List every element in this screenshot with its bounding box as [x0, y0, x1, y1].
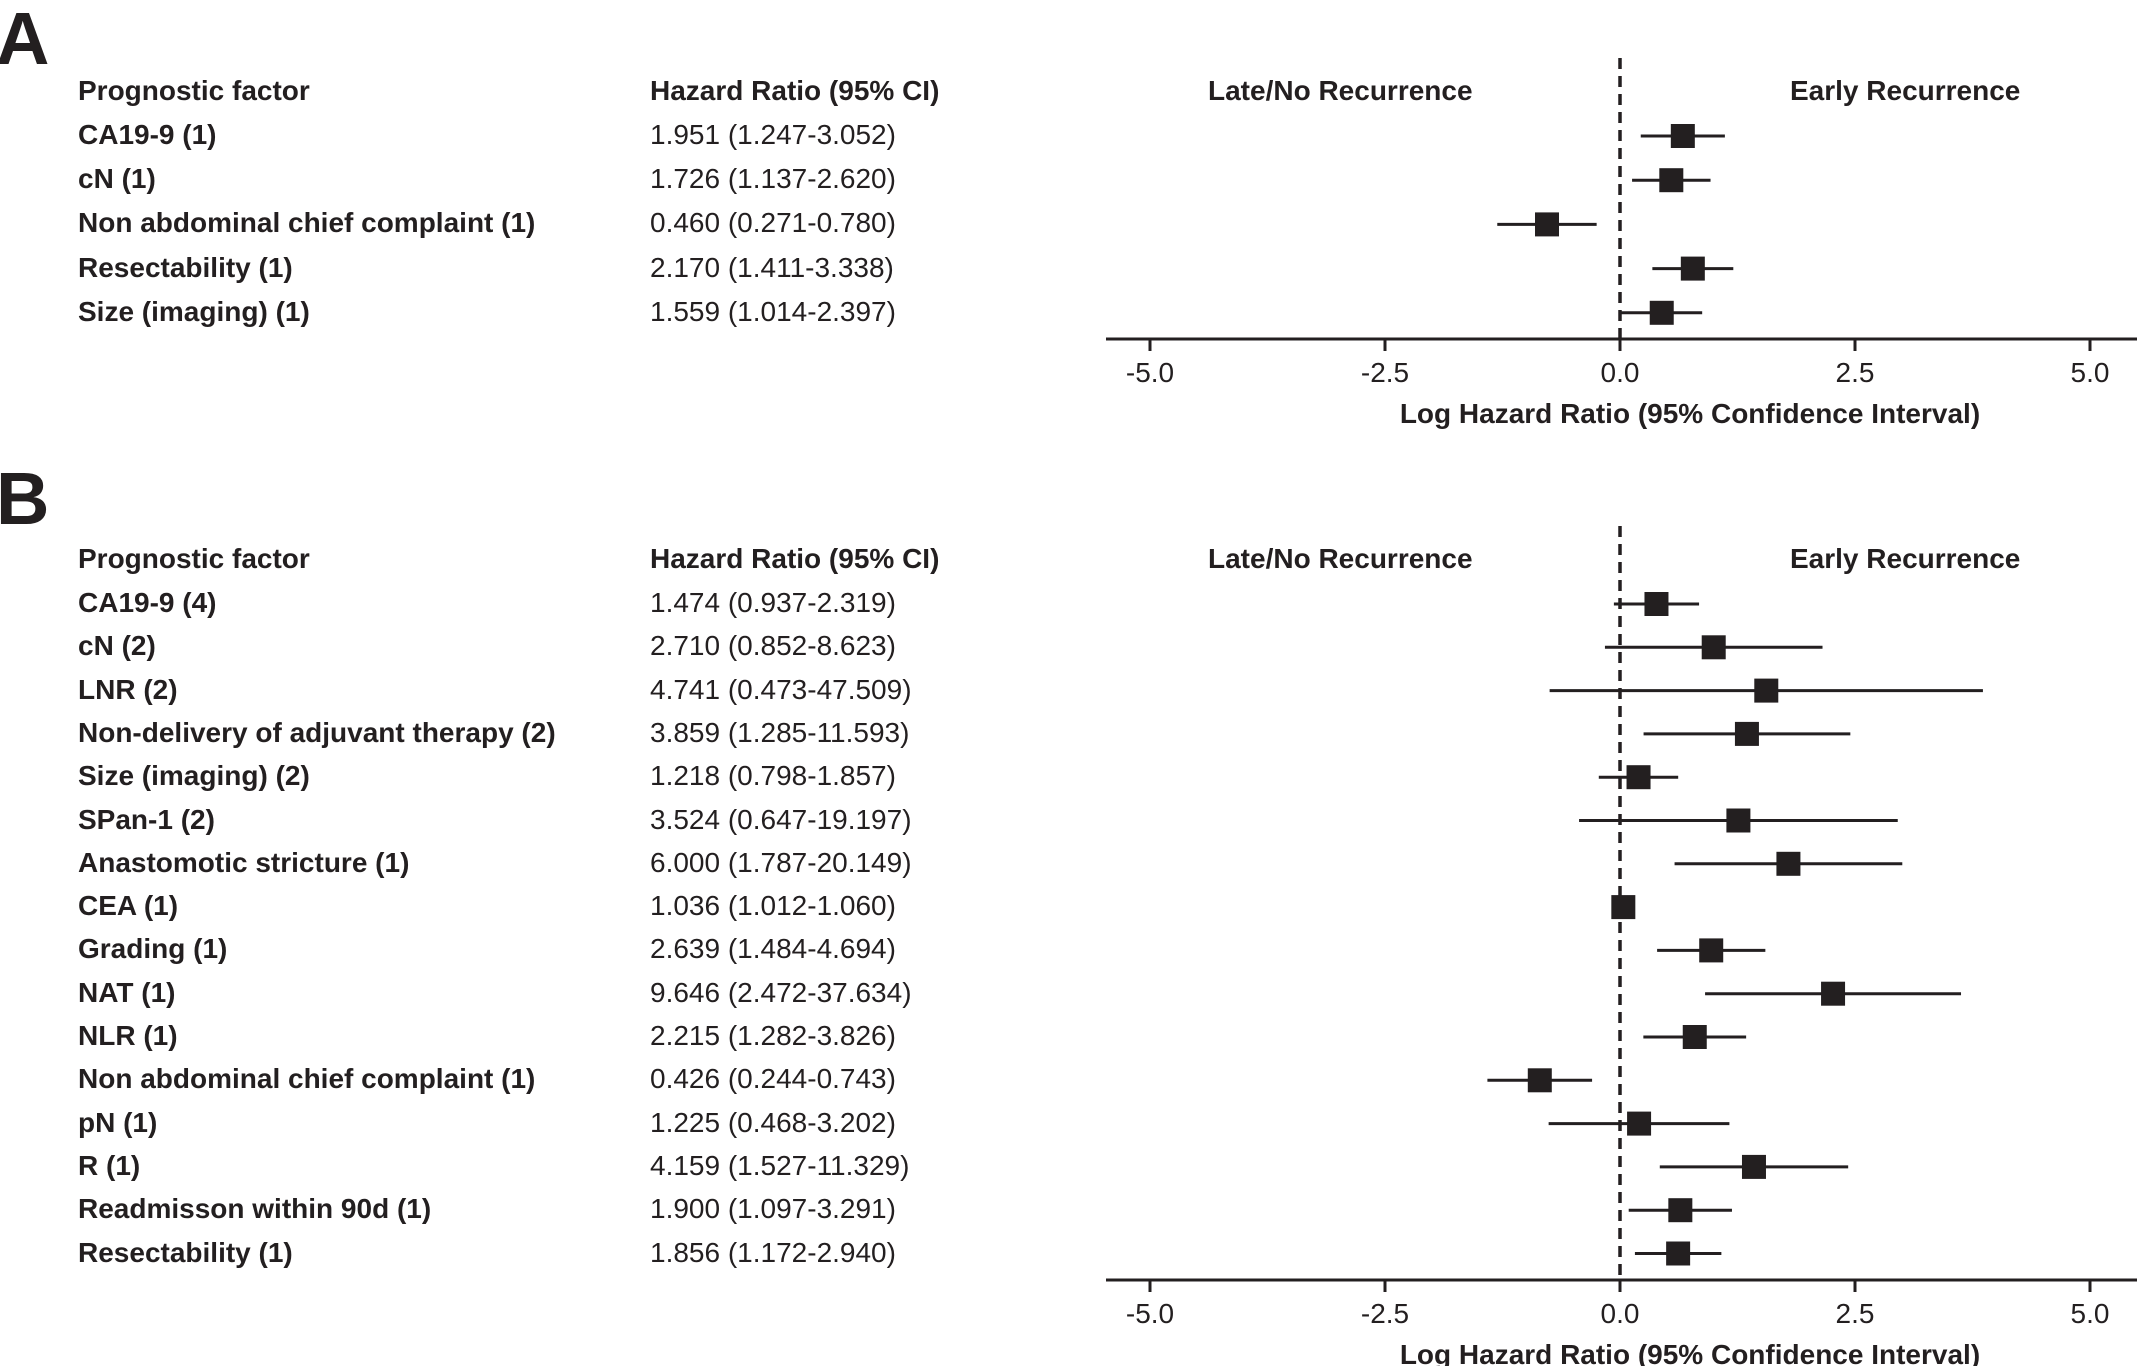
panel-b-label: B: [0, 457, 50, 540]
panel-b-hr-value: 1.474 (0.937-2.319): [650, 587, 896, 618]
panel-a-point-estimate: [1535, 212, 1560, 237]
panel-b-hr-value: 9.646 (2.472-37.634): [650, 976, 912, 1008]
panel-b-hr-value: 4.741 (0.473-47.509): [650, 673, 912, 705]
panel-b-factor-label: NLR (1): [78, 1020, 178, 1051]
panel-b-point-estimate: [1627, 1111, 1652, 1136]
panel-b-factor-label: R (1): [78, 1149, 141, 1181]
panel-a-left-side-label: Late/No Recurrence: [1208, 75, 1473, 106]
panel-b-point-estimate: [1611, 895, 1636, 920]
panel-b-factor-label: Non abdominal chief complaint (1): [78, 1063, 536, 1095]
panel-a-x-tick-label: -2.5: [1361, 357, 1409, 388]
panel-b-x-tick-label: 2.5: [1836, 1298, 1875, 1329]
panel-b-factor-label: Anastomotic stricture (1): [78, 846, 410, 878]
panel-a-point-estimate: [1659, 168, 1684, 193]
panel-b-hr-header: Hazard Ratio (95% CI): [650, 543, 940, 574]
panel-b-hr-value: 1.856 (1.172-2.940): [650, 1236, 896, 1268]
panel-b-point-estimate: [1699, 938, 1724, 963]
panel-b-point-estimate: [1821, 981, 1846, 1006]
panel-b-point-estimate: [1626, 765, 1651, 790]
panel-a-x-tick-label: -5.0: [1126, 357, 1174, 388]
panel-b-x-tick-label: -2.5: [1361, 1298, 1409, 1329]
panel-a-point-estimate: [1680, 256, 1705, 281]
panel-b-x-tick-label: 0.0: [1601, 1298, 1640, 1329]
panel-a-x-axis-title: Log Hazard Ratio (95% Confidence Interva…: [1400, 398, 1980, 429]
panel-b-hr-value: 1.900 (1.097-3.291): [650, 1193, 896, 1225]
panel-a-factor-header: Prognostic factor: [78, 75, 310, 106]
panel-b-point-estimate: [1741, 1154, 1766, 1179]
panel-b-right-side-label: Early Recurrence: [1790, 543, 2021, 574]
panel-b-x-tick-label: -5.0: [1126, 1298, 1174, 1329]
panel-a-factor-label: Resectability (1): [78, 251, 293, 283]
panel-b-hr-value: 3.859 (1.285-11.593): [650, 716, 910, 748]
panel-b-hr-value: 2.639 (1.484-4.694): [650, 933, 896, 965]
panel-a-point-estimate: [1670, 124, 1695, 148]
panel-b-point-estimate: [1666, 1241, 1691, 1266]
panel-b-hr-value: 1.225 (0.468-3.202): [650, 1106, 896, 1138]
panel-b-hr-value: 4.159 (1.527-11.329): [650, 1149, 910, 1181]
panel-b-factor-label: Size (imaging) (2): [78, 760, 310, 792]
panel-a-hr-header: Hazard Ratio (95% CI): [650, 75, 940, 106]
panel-a-factor-label: Non abdominal chief complaint (1): [78, 207, 536, 239]
panel-b-hr-value: 3.524 (0.647-19.197): [650, 803, 912, 835]
panel-a-hr-value: 2.170 (1.411-3.338): [650, 251, 894, 283]
panel-b-factor-label: pN (1): [78, 1106, 158, 1138]
panel-b-factor-label: cN (2): [78, 630, 156, 662]
panel-b-point-estimate: [1682, 1025, 1707, 1049]
panel-b-factor-label: CA19-9 (4): [78, 587, 217, 618]
panel-a-point-estimate: [1649, 300, 1674, 325]
panel-a-hr-value: 1.726 (1.137-2.620): [650, 163, 896, 195]
panel-b-factor-label: Non-delivery of adjuvant therapy (2): [78, 716, 556, 748]
panel-a-x-tick-label: 2.5: [1836, 357, 1875, 388]
panel-b-hr-value: 6.000 (1.787-20.149): [650, 846, 912, 878]
panel-b-factor-header: Prognostic factor: [78, 543, 310, 574]
panel-b-factor-label: Grading (1): [78, 933, 228, 965]
panel-b-hr-value: 1.036 (1.012-1.060): [650, 890, 896, 922]
panel-b-factor-label: Readmisson within 90d (1): [78, 1193, 432, 1225]
panel-b-point-estimate: [1776, 851, 1801, 876]
panel-b-point-estimate: [1644, 592, 1669, 616]
panel-a-hr-value: 1.559 (1.014-2.397): [650, 295, 896, 327]
panel-a-right-side-label: Early Recurrence: [1790, 75, 2021, 106]
panel-b-point-estimate: [1701, 635, 1726, 660]
panel-a-factor-label: CA19-9 (1): [78, 119, 217, 150]
panel-b-point-estimate: [1668, 1198, 1693, 1223]
panel-b-factor-label: CEA (1): [78, 890, 179, 922]
panel-a-hr-value: 0.460 (0.271-0.780): [650, 207, 896, 239]
panel-b-factor-label: NAT (1): [78, 976, 176, 1008]
panel-b-point-estimate: [1726, 808, 1751, 833]
panel-b-left-side-label: Late/No Recurrence: [1208, 543, 1473, 574]
panel-a-factor-label: Size (imaging) (1): [78, 295, 310, 327]
panel-a-hr-value: 1.951 (1.247-3.052): [650, 119, 896, 150]
panel-b-hr-value: 0.426 (0.244-0.743): [650, 1063, 896, 1095]
panel-b-hr-value: 2.710 (0.852-8.623): [650, 630, 896, 662]
panel-a-factor-label: cN (1): [78, 163, 156, 195]
panel-b-x-tick-label: 5.0: [2071, 1298, 2110, 1329]
panel-b-point-estimate: [1734, 721, 1759, 746]
panel-a-label: A: [0, 0, 50, 80]
panel-b-point-estimate: [1754, 678, 1779, 703]
panel-a-x-tick-label: 5.0: [2071, 357, 2110, 388]
panel-b-point-estimate: [1527, 1068, 1552, 1093]
panel-b-factor-label: Resectability (1): [78, 1236, 293, 1268]
panel-a-x-tick-label: 0.0: [1601, 357, 1640, 388]
panel-b-hr-value: 1.218 (0.798-1.857): [650, 760, 896, 792]
panel-b-hr-value: 2.215 (1.282-3.826): [650, 1020, 896, 1051]
panel-b-factor-label: LNR (2): [78, 673, 178, 705]
panel-b-factor-label: SPan-1 (2): [78, 803, 215, 835]
panel-b-x-axis-title: Log Hazard Ratio (95% Confidence Interva…: [1400, 1339, 1980, 1366]
